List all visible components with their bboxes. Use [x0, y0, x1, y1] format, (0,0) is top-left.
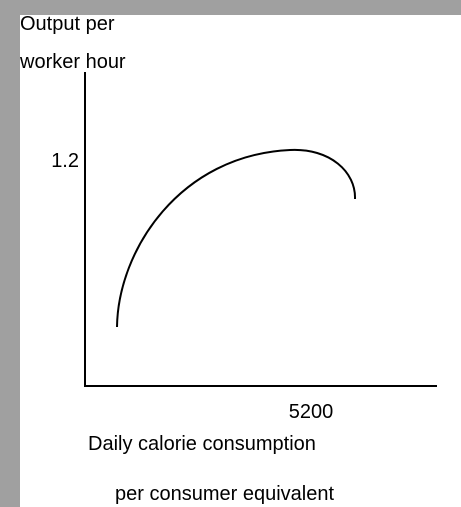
x-axis-label: per consumer equivalent: [115, 483, 334, 505]
panel: [20, 15, 461, 507]
y-axis-label: Output per: [20, 13, 115, 35]
y-axis-label: worker hour: [19, 51, 126, 73]
x-tick-label: 5200: [289, 401, 334, 423]
x-axis-label: Daily calorie consumption: [88, 433, 316, 455]
curve: [116, 148, 357, 328]
y-tick-label: 1.2: [51, 150, 79, 172]
